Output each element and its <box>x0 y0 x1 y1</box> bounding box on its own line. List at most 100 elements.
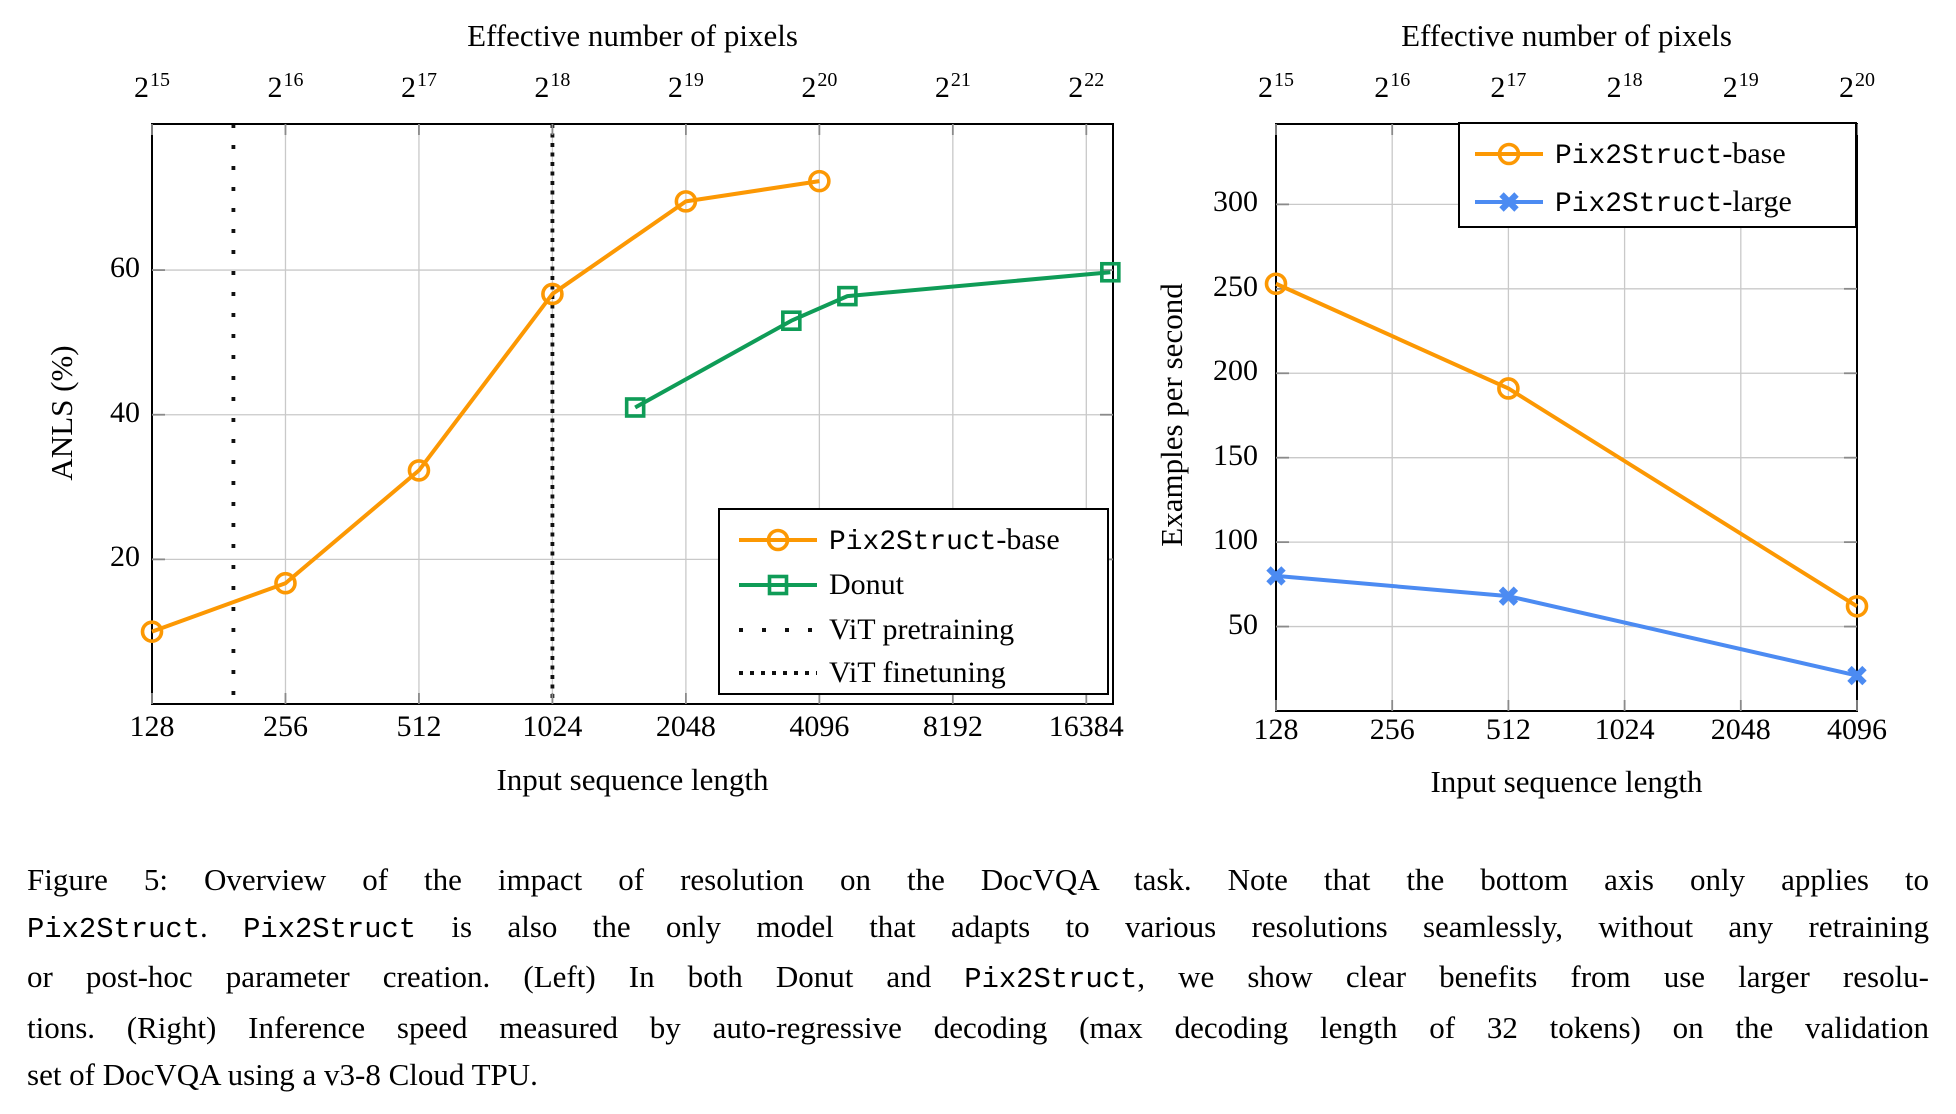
caption-line: Pix2Struct. Pix2Struct is also the only … <box>27 903 1929 953</box>
right-chart-y-axis-title: Examples per second <box>1154 283 1189 547</box>
circle-legend-marker <box>1475 142 1543 166</box>
right-x-tick-label: 256 <box>1369 713 1415 746</box>
exponent-sup: 16 <box>283 69 304 91</box>
right-x-tick-label: 512 <box>1485 713 1531 746</box>
right-x-marker <box>1847 665 1867 686</box>
exponent-base: 2 <box>134 71 149 104</box>
right-series-line-Pix2Struct-large <box>1275 573 1858 678</box>
right-top-tick-label: 215 <box>1216 69 1336 105</box>
caption-line: Figure 5: Overview of the impact of reso… <box>27 856 1929 903</box>
right-y-tick-label: 150 <box>1213 438 1258 472</box>
left-chart-top-axis-title: Effective number of pixels <box>467 18 798 53</box>
right-x-tick-label: 1024 <box>1594 713 1655 746</box>
left-x-tick-label: 1024 <box>522 710 583 743</box>
left-top-tick-label: 221 <box>893 69 1013 105</box>
caption-text: . <box>200 909 244 945</box>
exponent-sup: 15 <box>1274 69 1294 91</box>
exponent-base: 2 <box>400 71 416 104</box>
circle-legend-marker <box>739 528 817 552</box>
right-circle-marker <box>1497 377 1520 400</box>
legend-label: Donut <box>829 568 904 602</box>
xmark-legend-marker <box>1475 192 1543 212</box>
left-y-tick-label: 40 <box>110 395 140 429</box>
right-series-line-Pix2Struct-base <box>1275 281 1859 608</box>
exponent-sup: 15 <box>150 69 170 91</box>
right-top-tick-label: 220 <box>1797 69 1917 105</box>
caption-mono-text: Pix2Struct <box>243 913 417 947</box>
left-top-tick-label: 220 <box>759 69 879 105</box>
legend-label: Pix2Struct-large <box>1555 185 1792 220</box>
left-circle-marker <box>808 169 831 193</box>
exponent-sup: 20 <box>1855 69 1875 91</box>
caption-mono-text: Pix2Struct <box>964 963 1138 997</box>
right-chart-legend: Pix2Struct-base Pix2Struct-large <box>1458 122 1857 228</box>
left-x-tick-label: 4096 <box>789 710 850 743</box>
left-circle-marker <box>541 282 564 306</box>
exponent-base: 2 <box>1068 71 1084 104</box>
legend-label: ViT finetuning <box>829 656 1006 690</box>
right-top-tick-label: 217 <box>1448 69 1568 105</box>
left-square-marker <box>837 285 858 307</box>
square-marker-icon <box>767 574 789 596</box>
exponent-sup: 19 <box>683 69 704 91</box>
left-chart-x-axis-title: Input sequence length <box>496 762 769 797</box>
legend-label: ViT pretraining <box>829 613 1014 647</box>
exponent-sup: 18 <box>1622 69 1643 91</box>
left-legend-row: Pix2Struct-base <box>738 522 1060 558</box>
right-x-marker <box>1266 566 1286 586</box>
left-top-tick-label: 216 <box>225 69 345 105</box>
caption-text: or post-hoc parameter creation. (Left) I… <box>27 959 965 995</box>
exponent-base: 2 <box>1490 71 1506 104</box>
right-legend-row: Pix2Struct-base <box>1474 136 1786 172</box>
circle-marker-icon <box>1497 142 1521 166</box>
x-marker-icon <box>1499 192 1519 212</box>
exponent-base: 2 <box>267 71 283 104</box>
left-chart-legend: Pix2Struct-base Donut ViT pretraining ViT f… <box>718 508 1109 695</box>
legend-label-serif: Donut <box>829 568 904 601</box>
exponent-sup: 19 <box>1738 69 1759 91</box>
left-top-tick-label: 218 <box>492 69 612 105</box>
exponent-base: 2 <box>667 71 683 104</box>
exponent-base: 2 <box>801 71 817 104</box>
exponent-base: 2 <box>1258 71 1273 104</box>
left-circle-marker <box>674 190 698 213</box>
left-x-tick-label: 512 <box>396 710 442 743</box>
caption-text: Figure 5: Overview of the impact of reso… <box>27 862 1929 897</box>
right-y-tick-label: 100 <box>1213 523 1258 557</box>
left-x-tick-label: 16384 <box>1048 710 1124 743</box>
legend-label-mono: Pix2Struct <box>1555 188 1723 220</box>
left-legend-row: ViT pretraining <box>738 612 1014 648</box>
dots-dense-legend-marker <box>739 671 817 675</box>
left-x-tick-label: 256 <box>262 710 308 743</box>
legend-label-serif: ViT pretraining <box>829 613 1015 646</box>
left-square-marker <box>1100 261 1121 283</box>
left-legend-row: ViT finetuning <box>738 655 1006 691</box>
left-square-marker <box>781 310 802 332</box>
dots-sparse-legend-marker <box>739 628 817 632</box>
exponent-sup: 16 <box>1390 69 1411 91</box>
right-chart-x-axis-title: Input sequence length <box>1430 764 1703 799</box>
left-y-tick-label: 20 <box>110 540 140 574</box>
right-x-marker <box>1498 586 1519 606</box>
square-legend-marker <box>739 574 817 596</box>
exponent-base: 2 <box>934 71 950 104</box>
left-x-tick-label: 128 <box>129 710 175 743</box>
exponent-sup: 20 <box>817 69 838 91</box>
right-x-tick-label: 2048 <box>1710 713 1771 746</box>
caption-line: tions. (Right) Inference speed measured … <box>27 1004 1929 1051</box>
left-circle-marker <box>274 571 297 595</box>
legend-label-serif: ViT finetuning <box>829 656 1006 689</box>
figure-caption: Figure 5: Overview of the impact of reso… <box>27 856 1929 1098</box>
left-circle-marker <box>140 620 164 643</box>
circle-marker-icon <box>766 528 790 552</box>
right-y-tick-label: 300 <box>1213 185 1258 219</box>
caption-line: or post-hoc parameter creation. (Left) I… <box>27 953 1929 1003</box>
right-y-tick-label: 200 <box>1213 354 1258 388</box>
exponent-sup: 21 <box>950 69 971 91</box>
legend-label-mono: Pix2Struct <box>829 526 997 558</box>
exponent-sup: 17 <box>416 69 437 91</box>
caption-mono-text: Pix2Struct <box>27 913 200 947</box>
right-y-tick-label: 50 <box>1228 607 1258 641</box>
right-circle-marker <box>1845 594 1869 618</box>
